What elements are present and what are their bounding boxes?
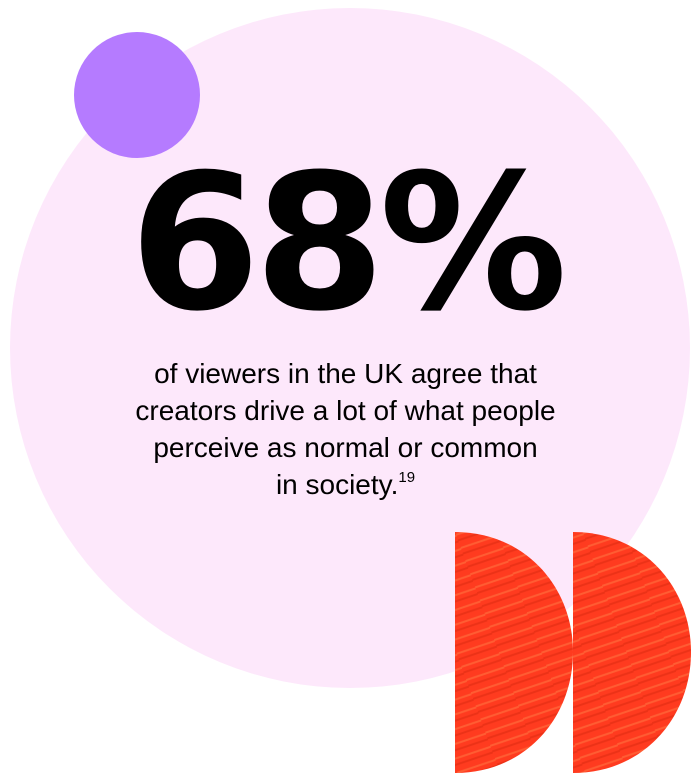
play-forward-icon bbox=[455, 532, 691, 773]
caption-line-last: in society.19 bbox=[0, 466, 691, 503]
statistic-value: 68% bbox=[129, 134, 568, 353]
statistic-caption: of viewers in the UK agree that creators… bbox=[0, 355, 691, 503]
caption-line-text: in society. bbox=[275, 469, 399, 500]
accent-dot bbox=[74, 32, 200, 158]
footnote-marker: 19 bbox=[398, 469, 416, 486]
caption-line: creators drive a lot of what people bbox=[135, 395, 556, 426]
caption-line: perceive as normal or common bbox=[153, 432, 538, 463]
caption-line: of viewers in the UK agree that bbox=[154, 358, 537, 389]
